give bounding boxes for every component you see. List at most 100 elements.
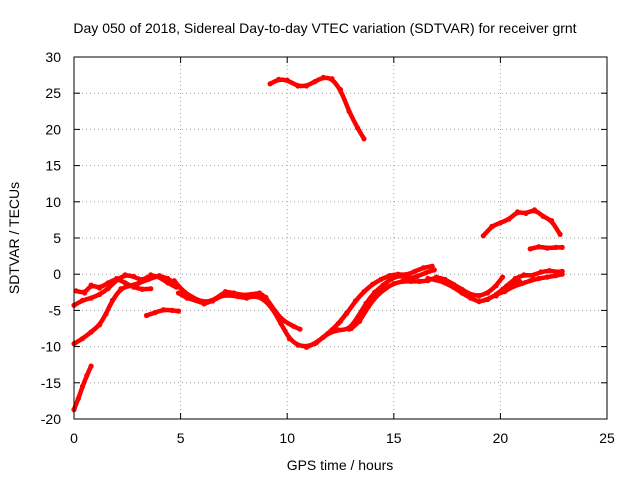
- data-point: [497, 220, 503, 226]
- y-tick-label: 5: [53, 230, 61, 246]
- y-tick-label: 25: [45, 85, 61, 101]
- data-point: [169, 307, 175, 313]
- y-tick-label: 20: [45, 121, 61, 137]
- data-point: [152, 310, 158, 316]
- data-point: [429, 263, 435, 269]
- data-point: [261, 296, 267, 303]
- x-tick-label: 20: [493, 430, 509, 446]
- data-point: [506, 216, 512, 222]
- data-point: [529, 273, 536, 279]
- x-tick-label: 5: [177, 430, 185, 446]
- data-point: [559, 244, 565, 250]
- data-point: [499, 286, 506, 292]
- y-tick-label: 15: [45, 158, 61, 174]
- data-point: [335, 327, 341, 333]
- data-point: [88, 329, 94, 335]
- data-point: [295, 342, 301, 348]
- data-point: [546, 268, 553, 274]
- data-point: [227, 292, 233, 298]
- data-point: [171, 278, 177, 284]
- data-point: [291, 323, 297, 329]
- data-point: [73, 288, 79, 294]
- data-point: [210, 298, 216, 304]
- data-point: [295, 83, 301, 89]
- data-point: [468, 295, 474, 301]
- series-arc-1: [267, 74, 367, 142]
- data-point: [425, 275, 431, 282]
- data-point: [352, 298, 358, 304]
- y-tick-label: 0: [53, 266, 61, 282]
- data-point: [485, 290, 491, 296]
- data-point: [361, 289, 367, 295]
- data-point: [303, 83, 309, 89]
- data-point: [160, 307, 167, 313]
- data-point: [536, 244, 542, 250]
- data-point: [480, 233, 486, 239]
- data-point: [450, 284, 457, 290]
- data-point: [79, 297, 86, 303]
- series-line: [481, 208, 563, 239]
- series-arc-2: [71, 363, 94, 413]
- data-point: [88, 363, 94, 369]
- data-point: [514, 209, 521, 215]
- data-point: [148, 286, 154, 292]
- data-point: [536, 275, 542, 282]
- data-point: [175, 290, 182, 296]
- x-tick-label: 15: [386, 430, 402, 446]
- y-axis-label: SDTVAR / TECUs: [6, 182, 22, 294]
- data-point: [459, 290, 465, 296]
- series-arc-16: [527, 244, 565, 252]
- grid-layer: [74, 57, 607, 419]
- data-point: [489, 223, 495, 229]
- data-point: [184, 295, 190, 301]
- data-point: [97, 322, 103, 328]
- series-arc-15: [480, 207, 563, 239]
- data-point: [222, 289, 228, 295]
- y-tick-label: 10: [45, 194, 61, 210]
- series-arc-5: [73, 275, 154, 296]
- series-arc-6: [143, 307, 182, 319]
- data-point: [139, 286, 145, 292]
- data-point: [297, 326, 303, 332]
- data-point: [382, 286, 388, 292]
- data-point: [355, 125, 361, 131]
- data-point: [135, 281, 141, 287]
- data-point: [348, 325, 354, 332]
- data-point: [395, 271, 401, 277]
- data-point: [312, 79, 318, 85]
- data-point: [192, 297, 199, 303]
- data-point: [286, 336, 292, 342]
- data-point: [131, 284, 137, 290]
- data-point: [476, 293, 482, 299]
- data-point: [335, 320, 341, 326]
- data-point: [399, 278, 405, 284]
- data-point: [276, 76, 282, 82]
- data-point: [105, 280, 111, 286]
- data-point: [544, 245, 550, 251]
- data-point: [156, 274, 162, 280]
- data-point: [553, 244, 559, 250]
- data-point: [499, 274, 506, 280]
- data-point: [527, 246, 533, 252]
- data-point: [114, 275, 120, 282]
- data-point: [433, 277, 439, 283]
- data-point: [378, 276, 384, 282]
- data-point: [416, 278, 422, 284]
- data-point: [559, 268, 565, 274]
- data-point: [79, 383, 86, 389]
- data-point: [201, 301, 207, 307]
- data-point: [357, 318, 363, 324]
- data-point: [303, 344, 309, 350]
- data-point: [218, 293, 224, 299]
- data-point: [523, 210, 529, 216]
- y-tick-label: -5: [49, 302, 62, 318]
- y-tick-label: 30: [45, 49, 61, 65]
- data-point: [517, 278, 523, 284]
- data-point: [404, 272, 410, 278]
- series-arc-12: [425, 271, 565, 305]
- y-tick-label: -20: [41, 411, 61, 427]
- series-layer: [71, 74, 565, 413]
- data-point: [278, 320, 284, 326]
- data-point: [538, 269, 544, 275]
- data-point: [118, 286, 124, 292]
